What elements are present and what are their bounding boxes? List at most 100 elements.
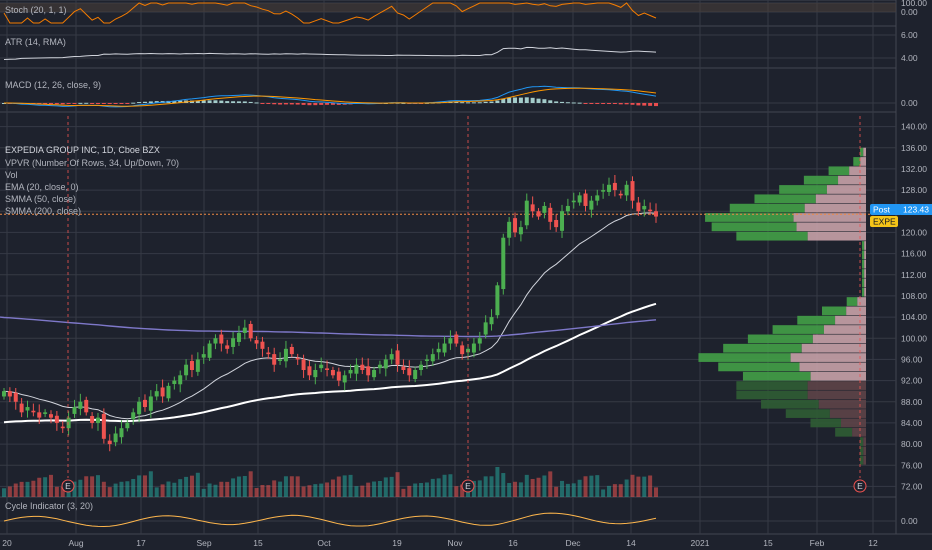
candle-body [560, 211, 565, 231]
volume-bar [636, 476, 641, 497]
macd-histogram-bar [307, 103, 312, 106]
volume-bar [524, 474, 529, 497]
volume-bar [289, 476, 294, 497]
candle-body [607, 184, 612, 192]
macd-histogram-bar [213, 100, 218, 103]
macd-histogram-bar [278, 103, 283, 105]
macd-histogram-bar [583, 103, 588, 104]
candle [389, 348, 394, 365]
macd-histogram-bar [66, 103, 71, 104]
volume-bar [654, 487, 658, 497]
macd-histogram-bar [289, 103, 294, 105]
volume-bar [518, 482, 523, 497]
candle-body [219, 334, 224, 344]
candle [307, 360, 312, 381]
candle-body [589, 200, 594, 210]
vpvr-up-row [862, 278, 865, 288]
candle-body [383, 359, 388, 369]
candle [372, 366, 377, 381]
volume-bar [330, 479, 335, 497]
vpvr-down-row [864, 259, 866, 269]
overlay-label-smma50: SMMA (50, close) [5, 194, 76, 204]
candle-body [313, 370, 318, 378]
volume-bar [389, 476, 394, 497]
candle [78, 393, 83, 416]
x-axis-label: 17 [136, 538, 146, 548]
candle [201, 346, 206, 364]
candle [313, 363, 318, 385]
macd-histogram-bar [518, 97, 523, 103]
vpvr-up-row [761, 399, 819, 409]
macd-histogram-bar [466, 102, 471, 104]
candle-body [583, 193, 588, 206]
candle [231, 331, 236, 355]
candle-body [360, 364, 365, 370]
candle-body [424, 359, 429, 362]
price-axis-label: 108.00 [901, 291, 927, 301]
volume-bar [430, 478, 435, 497]
candle [295, 353, 300, 365]
vpvr-up-row [846, 297, 858, 306]
macd-histogram-bar [501, 98, 506, 103]
candle [160, 379, 165, 403]
candle-body [72, 407, 77, 414]
candle [319, 357, 324, 373]
macd-histogram-bar [172, 100, 177, 103]
volume-bar [60, 486, 65, 497]
candle [254, 336, 259, 350]
candle-body [19, 403, 24, 413]
macd-histogram-bar [477, 102, 482, 104]
vpvr-down-row [807, 381, 866, 390]
volume-bar [354, 486, 359, 497]
candle [184, 359, 189, 381]
candle-body [101, 413, 106, 439]
candle [536, 208, 541, 220]
candle-body [107, 440, 112, 445]
volume-bar [618, 484, 623, 497]
volume-bar [565, 483, 570, 497]
candle-body [148, 396, 153, 411]
candle-body [419, 364, 424, 370]
price-axis-label: 72.00 [901, 481, 923, 491]
candle [266, 346, 271, 359]
candle [236, 325, 241, 346]
candle [195, 352, 200, 376]
volume-bar [78, 479, 83, 497]
candle [60, 421, 65, 433]
candle [360, 357, 365, 374]
vpvr-down-row [864, 278, 866, 288]
macd-histogram-bar [565, 102, 570, 104]
candle [25, 400, 30, 418]
volume-bar [254, 487, 259, 497]
macd-histogram-bar [513, 97, 518, 103]
candle-body [642, 205, 647, 210]
candle [401, 359, 406, 374]
candle [489, 309, 494, 331]
volume-bar [507, 483, 512, 497]
candle-body [518, 227, 523, 235]
macd-histogram-bar [530, 97, 535, 103]
candle-body [601, 190, 606, 192]
volume-bar [301, 486, 306, 497]
vpvr-down-row [807, 390, 866, 400]
candle-body [225, 345, 230, 349]
vpvr-down-row [846, 306, 866, 316]
candlestick-series[interactable] [2, 175, 658, 452]
x-axis-label: 12 [868, 538, 878, 548]
price-axis-label: 116.00 [901, 249, 927, 259]
candle [137, 396, 142, 423]
candle [225, 339, 230, 354]
candle-body [483, 322, 488, 335]
candle-body [495, 285, 500, 316]
volume-bar [72, 481, 77, 497]
candle-body [266, 352, 271, 355]
earnings-marker-label: E [65, 481, 71, 491]
macd-histogram-bar [483, 101, 488, 103]
volume-bar [542, 475, 547, 497]
macd-histogram-bar [460, 102, 465, 104]
price-axis-label: 120.00 [901, 227, 927, 237]
volume-bar [630, 474, 635, 497]
overlay-label-vpvr: VPVR (Number Of Rows, 34, Up/Down, 70) [5, 158, 179, 168]
